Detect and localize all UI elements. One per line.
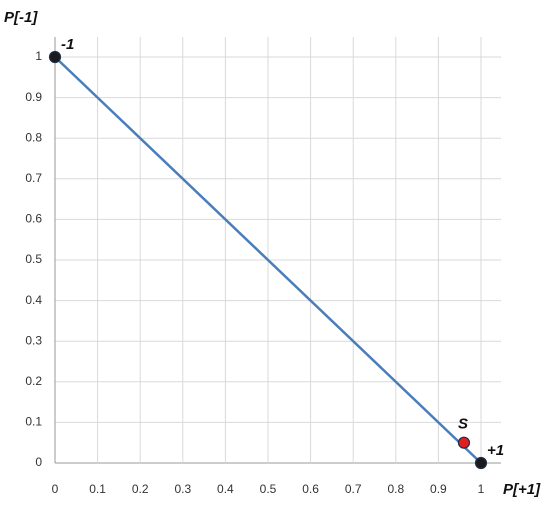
x-tick-label: 1 [478,482,485,496]
point-label: +1 [487,442,504,459]
y-tick-label: 0.2 [25,374,42,388]
point-label: S [458,416,468,433]
y-axis-title: P[-1] [4,9,38,26]
line [54,56,482,464]
y-tick-label: 0.6 [25,212,42,226]
y-tick-label: 0.9 [25,90,42,104]
x-tick-label: 0.2 [132,482,149,496]
y-tick-label: 0.7 [25,171,42,185]
point [457,436,471,449]
x-tick-label: 0.9 [430,482,447,496]
x-tick-label: 0.7 [345,482,362,496]
x-tick-label: 0.3 [174,482,191,496]
point-label: -1 [61,36,74,53]
y-tick-label: 0 [35,455,42,469]
x-axis-title: P[+1] [503,481,541,498]
y-tick-label: 0.3 [25,333,42,347]
x-tick-label: 0.8 [387,482,404,496]
x-tick-label: 0 [52,482,59,496]
y-tick-label: 0.5 [25,252,42,266]
y-tick-label: 1 [35,49,42,63]
point [48,50,62,64]
x-tick-label: 0.6 [302,482,319,496]
x-tick-label: 0.1 [89,482,106,496]
y-tick-label: 0.8 [25,130,42,144]
y-tick-label: 0.1 [25,415,42,429]
x-tick-label: 0.4 [217,482,234,496]
y-tick-label: 0.4 [25,293,42,307]
point [474,456,488,470]
x-tick-label: 0.5 [260,482,277,496]
